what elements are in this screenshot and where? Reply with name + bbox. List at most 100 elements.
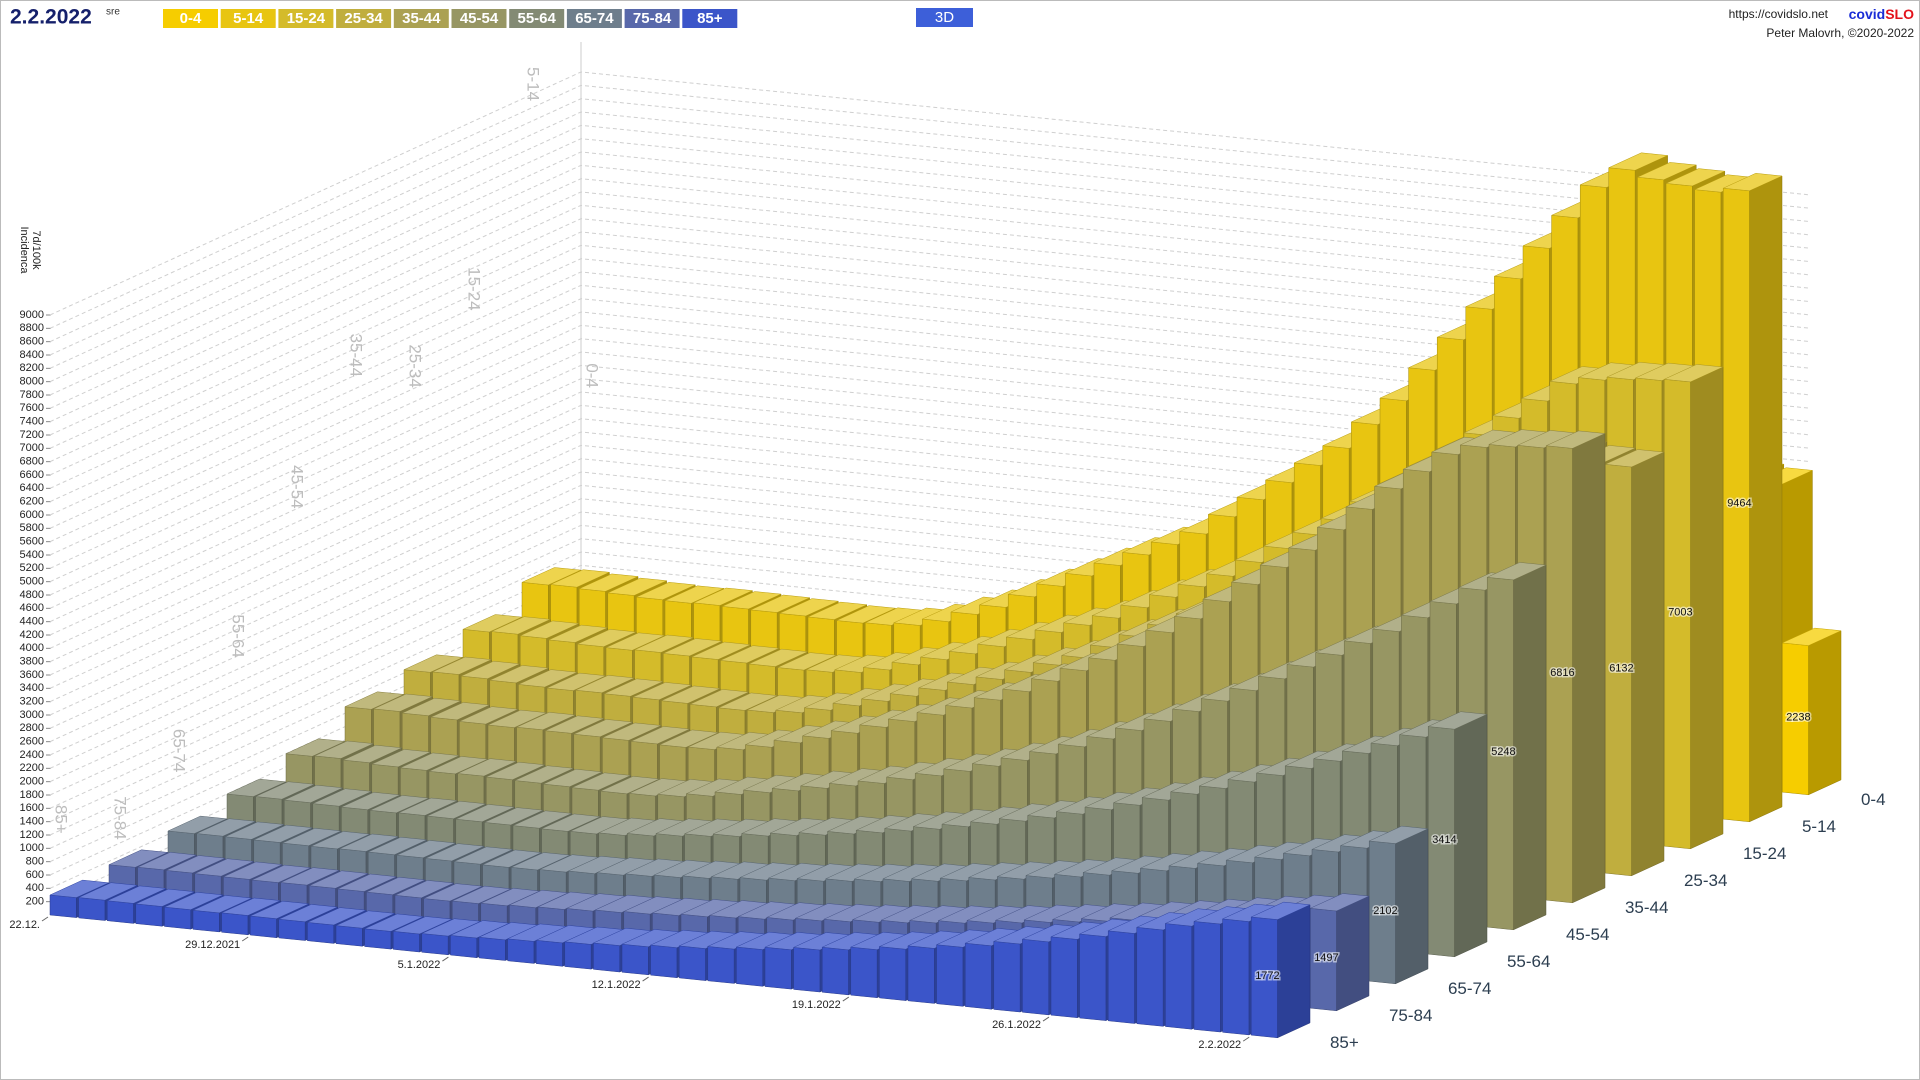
y-tick-label: 4600 [20,602,44,614]
legend-button[interactable]: 25-34 [336,9,392,28]
bar-side [1395,828,1429,985]
bar-top [399,752,461,771]
bar-top [226,778,287,797]
legend-button[interactable]: 15-24 [278,9,334,28]
y-tick-label: 2000 [20,776,44,788]
y-tick-label: 1600 [20,802,44,814]
bar-side [1749,175,1783,823]
bar-top [490,616,552,635]
bar-top [1665,168,1726,187]
bar-front [106,900,134,924]
value-label: 1497 [1314,952,1338,964]
bar-top [719,645,781,664]
x-tick [241,936,249,942]
legend-swatch [566,9,622,28]
bar-top [549,569,611,588]
legend-button[interactable]: 65-74 [566,9,622,28]
bar-top [1636,162,1698,181]
grid-line [49,71,1811,316]
legend-label[interactable]: 5-14 [233,10,264,27]
y-tick-label: 3200 [20,696,44,708]
legend-label[interactable]: 25-34 [344,10,383,27]
bar-front [850,946,878,998]
wall-label: 25-34 [406,344,425,387]
value-label: 2102 [1373,905,1397,917]
bar-top [397,797,459,816]
bar-top [458,706,520,725]
bar-front [907,945,935,1004]
bar-top [49,879,110,898]
legend-swatch [451,9,507,28]
legend-label[interactable]: 55-64 [518,10,557,27]
grid-line [49,284,1811,529]
weekday: sre [106,7,120,18]
legend-button[interactable]: 0-4 [163,9,218,28]
bar-side [1690,366,1724,850]
bar-top [690,641,752,660]
bar-front [593,942,620,973]
bar-top [485,761,546,780]
legend-label[interactable]: 75-84 [633,10,672,27]
legend-button[interactable]: 85+ [682,9,738,28]
mode-button[interactable]: 3D [916,8,973,27]
y-tick-label: 1800 [20,789,44,801]
grid-line [49,258,1811,503]
legend-label[interactable]: 15-24 [287,10,326,27]
y-axis-label: Incidenca [18,226,30,274]
bar-top [422,883,484,902]
bar-top [167,815,228,834]
legend-label[interactable]: 35-44 [402,10,441,27]
value-label: 1772 [1255,970,1279,982]
legend-button[interactable]: 35-44 [393,9,449,28]
bar-top [195,818,257,837]
x-tick-label: 26.1.2022 [992,1019,1041,1031]
y-tick-label: 2400 [20,749,44,761]
bar [1486,562,1547,931]
bar-top [599,776,661,795]
bar [1250,901,1311,1039]
bar-top [193,858,255,877]
bar-top [692,587,754,606]
bar-front [1022,938,1049,1016]
legend-label[interactable]: 45-54 [460,10,499,27]
bar-front [1222,918,1250,1036]
bar-top [392,916,453,935]
bar-front [221,912,249,936]
legend-button[interactable]: 45-54 [451,9,507,28]
y-tick-label: 1200 [20,829,44,841]
grid-line [49,124,1811,369]
x-tick-label: 22.12. [9,919,40,931]
bar-top [252,824,314,843]
bar-top [778,598,840,617]
bar-top [776,652,838,671]
y-tick-label: 7600 [20,402,44,414]
bar-top [542,768,604,787]
bar-top [660,685,722,704]
bar-top [546,672,607,691]
bar-front [936,944,964,1007]
bar-top [835,605,897,624]
bar-top [1309,893,1370,912]
legend-label[interactable]: 65-74 [575,10,614,27]
bar-top [658,729,720,748]
bar-top [1781,627,1842,646]
grid-line [49,231,1811,476]
legend-label[interactable]: 85+ [697,10,723,27]
legend-button[interactable]: 55-64 [509,9,565,28]
grid-line [49,164,1811,409]
bar-top [571,772,632,791]
legend-button[interactable]: 5-14 [220,9,276,28]
bar-top [517,669,579,688]
bar-side [1513,564,1547,931]
grid-line [49,111,1811,356]
bar-top [578,573,639,592]
bar-top [574,675,636,694]
legend-button[interactable]: 75-84 [624,9,680,28]
button-label[interactable]: 3D [935,9,954,26]
legend-label[interactable]: 0-4 [180,10,202,27]
bar-top [394,880,455,899]
y-tick-label: 6600 [20,469,44,481]
bar-top [281,828,343,846]
source-url[interactable]: https://covidslo.net [1729,7,1829,21]
x-tick [1042,1016,1050,1022]
